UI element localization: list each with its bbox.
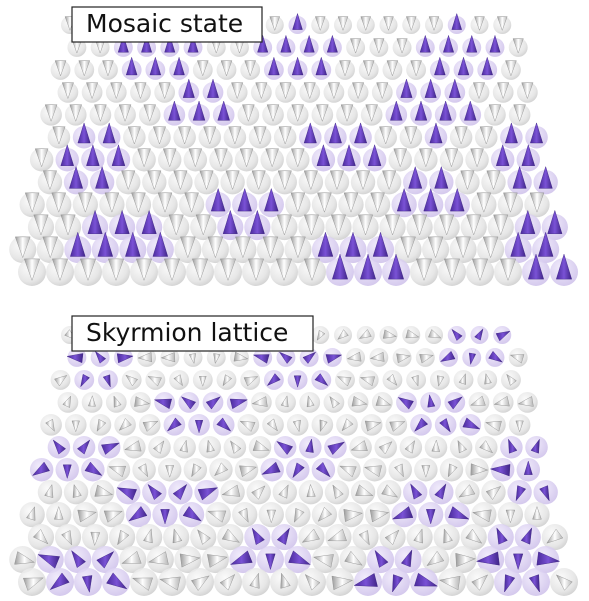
mosaic-lattice <box>9 14 578 286</box>
panel-label: Skyrmion lattice <box>86 318 288 347</box>
skyrmion-lattice <box>9 326 578 596</box>
figure: Mosaic state Skyrmion lattice <box>0 0 589 601</box>
panel-label: Mosaic state <box>86 9 243 38</box>
page: Mosaic state Skyrmion lattice (() => { c… <box>0 0 589 601</box>
